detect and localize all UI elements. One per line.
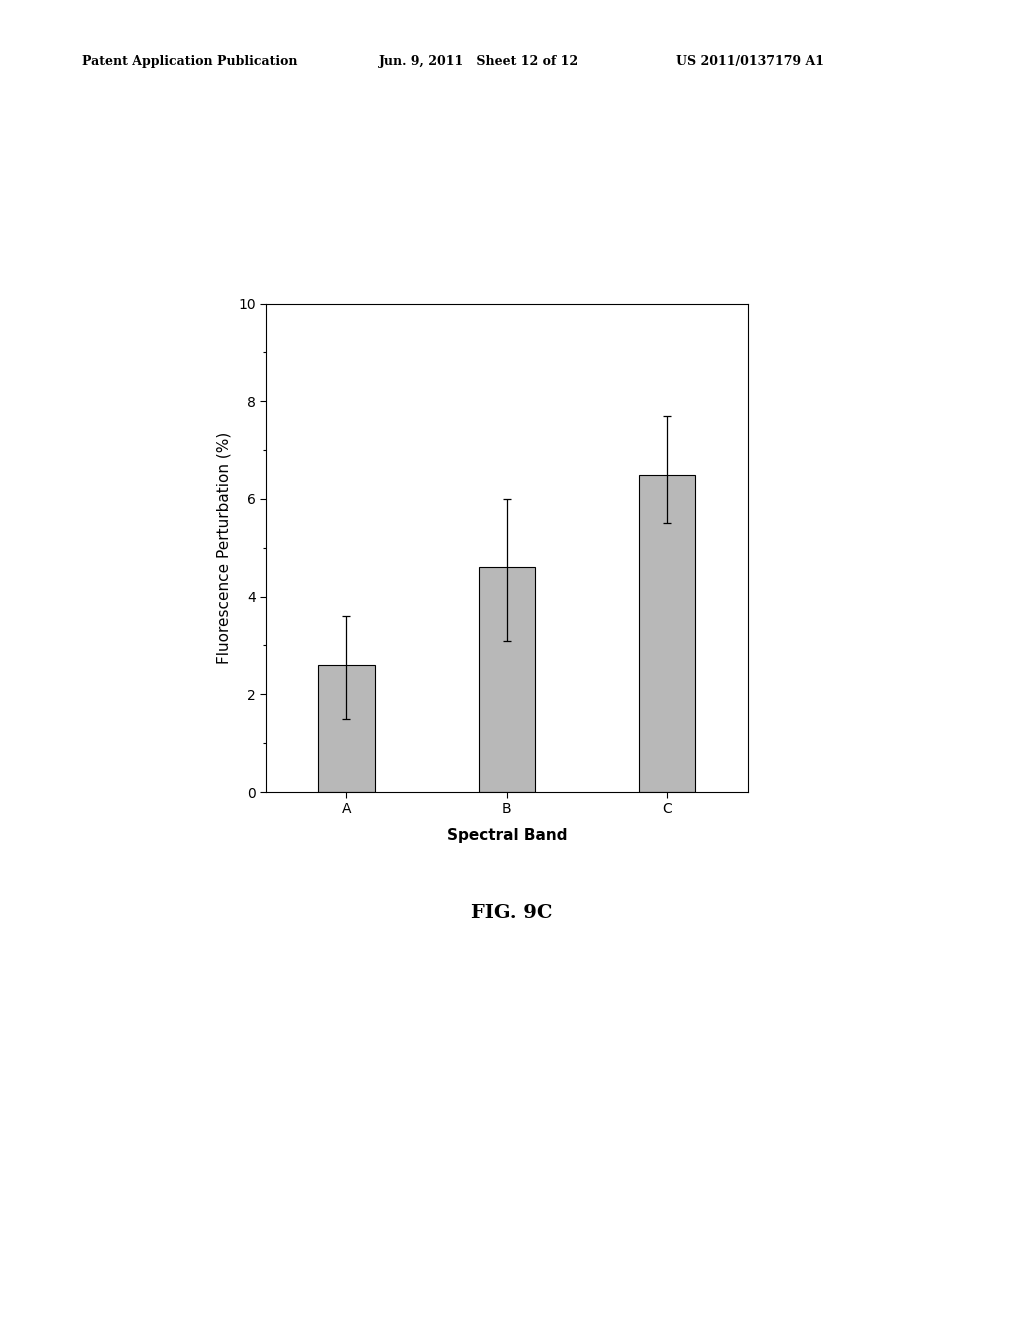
Text: US 2011/0137179 A1: US 2011/0137179 A1	[676, 55, 824, 69]
Bar	[318, 665, 375, 792]
Text: Patent Application Publication: Patent Application Publication	[82, 55, 297, 69]
Y-axis label: Fluorescence Perturbation (%): Fluorescence Perturbation (%)	[216, 432, 231, 664]
Bar	[479, 568, 535, 792]
X-axis label: Spectral Band: Spectral Band	[446, 828, 567, 842]
Text: FIG. 9C: FIG. 9C	[471, 904, 553, 923]
Text: Jun. 9, 2011   Sheet 12 of 12: Jun. 9, 2011 Sheet 12 of 12	[379, 55, 579, 69]
Bar	[639, 474, 695, 792]
